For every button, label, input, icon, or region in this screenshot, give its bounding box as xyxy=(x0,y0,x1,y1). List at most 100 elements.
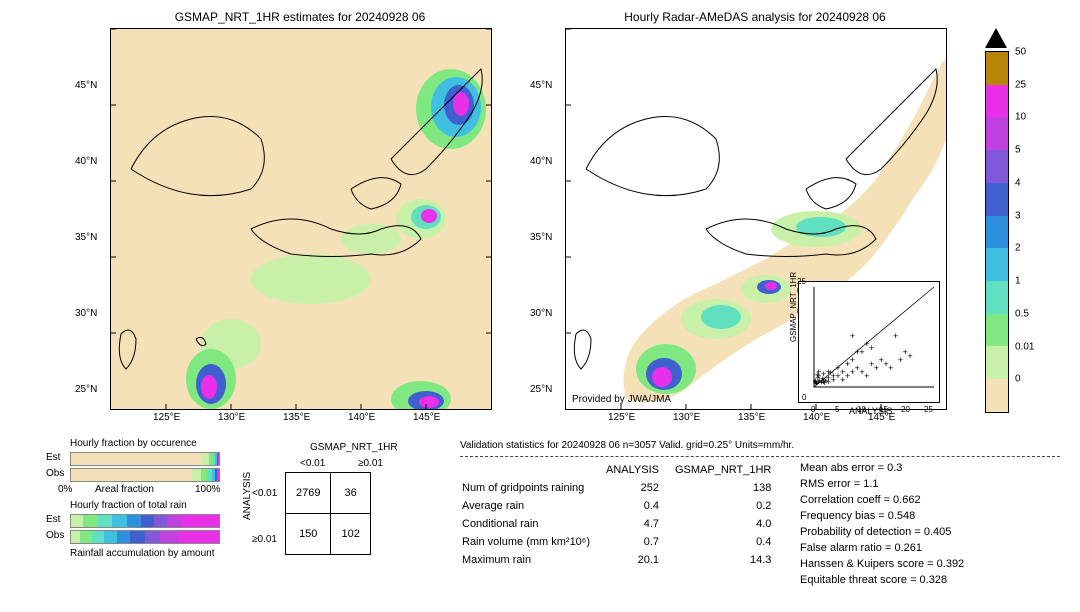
colorbar-tick: 0.01 xyxy=(1015,341,1034,352)
right-map-footer: Provided by JWA/JMA xyxy=(572,394,671,405)
scatter-point: + xyxy=(840,375,845,385)
scatter-point: + xyxy=(864,339,869,349)
left-map-svg xyxy=(111,29,491,409)
colorbar-tick: 2 xyxy=(1015,243,1021,254)
contingency-col-header: GSMAP_NRT_1HR xyxy=(310,442,398,453)
score-row: Equitable threat score = 0.328 xyxy=(800,572,964,588)
val-label: Rain volume (mm km²10⁶) xyxy=(462,534,604,550)
table-row: Maximum rain20.114.3 xyxy=(462,552,785,568)
bar-segment xyxy=(145,531,160,543)
frac-xmin: 0% xyxy=(58,484,72,495)
frac-xmax: 100% xyxy=(195,484,221,495)
table-row: Average rain0.40.2 xyxy=(462,498,785,514)
bar-segment xyxy=(178,531,219,543)
bar-segment xyxy=(83,515,98,527)
bar-segment xyxy=(218,453,219,465)
sx2: 10 xyxy=(857,405,866,414)
sx1: 5 xyxy=(835,405,839,414)
colorbar-tick: 50 xyxy=(1015,47,1026,58)
sy0: 0 xyxy=(802,393,806,402)
right-ytick-30: 30°N xyxy=(530,308,552,319)
colorbar-segment xyxy=(985,248,1009,281)
cont-col1: ≥0.01 xyxy=(358,458,383,469)
totalrain-est-bar xyxy=(70,514,220,528)
right-xtick-130: 130°E xyxy=(673,412,700,423)
bar-segment xyxy=(71,515,83,527)
bar-segment xyxy=(117,531,130,543)
table-row: Conditional rain4.74.0 xyxy=(462,516,785,532)
val-gsmap: 14.3 xyxy=(675,552,785,568)
scatter-point: + xyxy=(869,343,874,353)
left-xtick-125: 125°E xyxy=(153,412,180,423)
colorbar-triangle-icon xyxy=(985,28,1007,48)
right-xtick-145: 145°E xyxy=(868,412,895,423)
bar-segment xyxy=(71,453,201,465)
val-analysis: 0.4 xyxy=(606,498,673,514)
val-gsmap: 138 xyxy=(675,480,785,496)
vh2: GSMAP_NRT_1HR xyxy=(675,462,785,478)
colorbar-tick: 3 xyxy=(1015,210,1021,221)
occurrence-obs-bar xyxy=(70,468,220,482)
tot-est-label: Est xyxy=(46,514,60,525)
vh0 xyxy=(462,462,604,478)
occ-obs-label: Obs xyxy=(46,468,64,479)
bar-segment xyxy=(98,515,113,527)
cont-col0: <0.01 xyxy=(300,458,325,469)
bar-segment xyxy=(71,531,80,543)
scatter-point: + xyxy=(815,370,820,380)
scatter-inset: ++++++++++++++++++++++++++++++++++++++++… xyxy=(798,281,940,403)
scatter-point: + xyxy=(855,347,860,357)
scatter-point: + xyxy=(828,368,833,378)
scores-list: Mean abs error = 0.3RMS error = 1.1Corre… xyxy=(800,460,964,588)
bar-segment xyxy=(80,531,92,543)
cont-00: 2769 xyxy=(286,473,331,514)
val-label: Num of gridpoints raining xyxy=(462,480,604,496)
scatter-point: + xyxy=(907,351,912,361)
left-ytick-25: 25°N xyxy=(75,384,97,395)
colorbar-tick: 0 xyxy=(1015,374,1021,385)
left-xtick-145: 145°E xyxy=(413,412,440,423)
cont-row0: <0.01 xyxy=(252,488,277,499)
fraction-title1: Hourly fraction by occurence xyxy=(70,438,197,449)
table-row: Num of gridpoints raining252138 xyxy=(462,480,785,496)
sy5: 25 xyxy=(797,277,806,286)
right-map-title: Hourly Radar-AMeDAS analysis for 2024092… xyxy=(565,10,945,24)
score-row: Correlation coeff = 0.662 xyxy=(800,492,964,508)
table-row: Rain volume (mm km²10⁶)0.70.4 xyxy=(462,534,785,550)
contingency-table: 276936 150102 xyxy=(285,472,371,555)
right-ytick-45: 45°N xyxy=(530,80,552,91)
fraction-title2: Hourly fraction of total rain xyxy=(70,500,187,511)
left-ytick-30: 30°N xyxy=(75,308,97,319)
colorbar-segment xyxy=(985,314,1009,347)
score-row: Hanssen & Kuipers score = 0.392 xyxy=(800,556,964,572)
score-row: Mean abs error = 0.3 xyxy=(800,460,964,476)
val-label: Average rain xyxy=(462,498,604,514)
left-xtick-140: 140°E xyxy=(348,412,375,423)
fraction-footer2: Rainfall accumulation by amount xyxy=(70,548,215,559)
scatter-point: + xyxy=(822,378,827,388)
val-gsmap: 0.4 xyxy=(675,534,785,550)
right-map-panel: Provided by JWA/JMA ++++++++++++++++++++… xyxy=(565,28,947,410)
scatter-point: + xyxy=(850,331,855,341)
val-analysis: 20.1 xyxy=(606,552,673,568)
colorbar-segment xyxy=(985,150,1009,183)
bar-segment xyxy=(92,531,104,543)
bar-segment xyxy=(217,469,219,481)
left-map-title: GSMAP_NRT_1HR estimates for 20240928 06 xyxy=(110,10,490,24)
colorbar-tick: 0.5 xyxy=(1015,308,1029,319)
figure-container: GSMAP_NRT_1HR estimates for 20240928 06 xyxy=(10,10,1070,602)
totalrain-obs-bar xyxy=(70,530,220,544)
colorbar-segment xyxy=(985,216,1009,249)
cont-10: 150 xyxy=(286,514,331,555)
val-gsmap: 0.2 xyxy=(675,498,785,514)
validation-header: Validation statistics for 20240928 06 n=… xyxy=(460,440,794,451)
colorbar-tick: 4 xyxy=(1015,177,1021,188)
scatter-point: + xyxy=(888,363,893,373)
validation-table: ANALYSIS GSMAP_NRT_1HR Num of gridpoints… xyxy=(460,460,787,570)
right-ytick-35: 35°N xyxy=(530,232,552,243)
val-label: Conditional rain xyxy=(462,516,604,532)
right-ytick-25: 25°N xyxy=(530,384,552,395)
cont-01: 36 xyxy=(331,473,370,514)
right-ytick-40: 40°N xyxy=(530,156,552,167)
scatter-point: + xyxy=(845,359,850,369)
